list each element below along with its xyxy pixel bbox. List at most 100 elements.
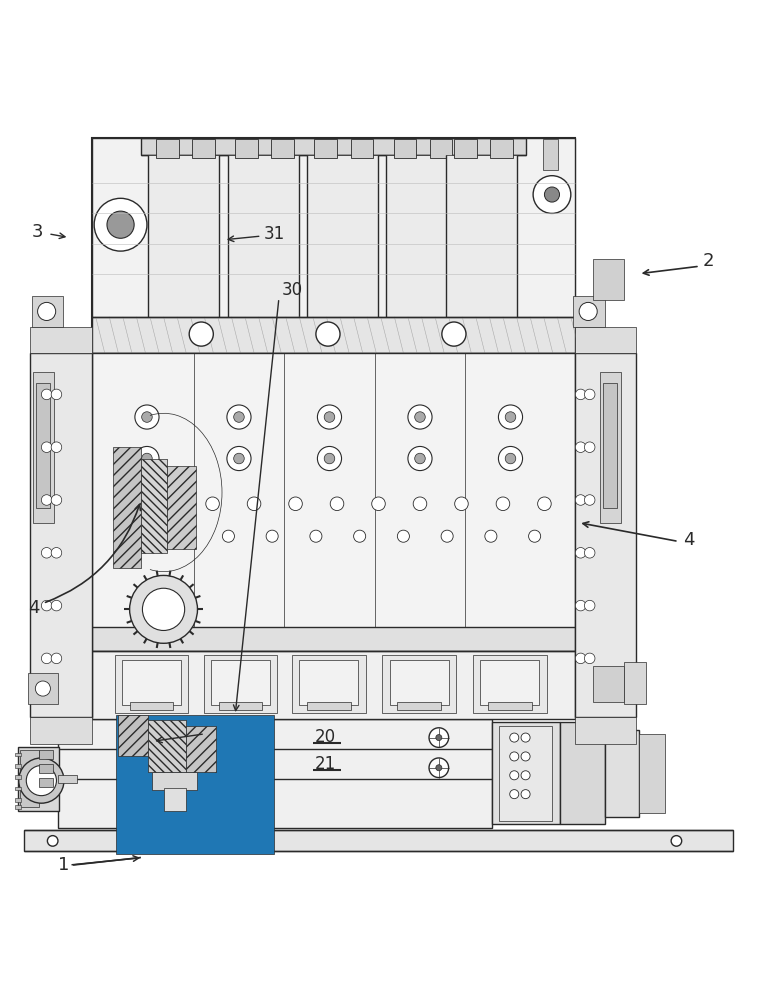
Circle shape xyxy=(484,530,497,542)
Circle shape xyxy=(584,442,595,452)
Circle shape xyxy=(94,198,147,251)
Bar xyxy=(559,722,605,824)
Circle shape xyxy=(48,836,58,846)
Bar xyxy=(152,772,198,790)
Bar xyxy=(481,660,539,705)
Circle shape xyxy=(442,322,466,346)
Circle shape xyxy=(234,453,245,464)
Circle shape xyxy=(166,355,181,370)
Polygon shape xyxy=(167,466,196,549)
Circle shape xyxy=(436,735,442,741)
Circle shape xyxy=(413,497,427,511)
Circle shape xyxy=(385,355,400,370)
Text: 2: 2 xyxy=(702,252,714,270)
Bar xyxy=(575,327,637,353)
Bar xyxy=(30,717,92,744)
Circle shape xyxy=(575,548,586,558)
Circle shape xyxy=(123,497,136,511)
Circle shape xyxy=(310,530,322,542)
Text: 3: 3 xyxy=(32,223,43,241)
Circle shape xyxy=(26,765,57,796)
Circle shape xyxy=(415,412,425,422)
Circle shape xyxy=(671,836,682,846)
Text: 31: 31 xyxy=(263,225,285,243)
Bar xyxy=(122,660,181,705)
Circle shape xyxy=(317,446,341,471)
Circle shape xyxy=(429,728,449,747)
Bar xyxy=(30,353,92,717)
Circle shape xyxy=(51,442,62,452)
Circle shape xyxy=(575,389,586,400)
Bar xyxy=(593,666,624,702)
Bar xyxy=(141,138,525,155)
Bar xyxy=(58,719,491,828)
Circle shape xyxy=(509,771,519,780)
Bar xyxy=(192,139,215,158)
Circle shape xyxy=(107,211,134,238)
Circle shape xyxy=(234,412,245,422)
Circle shape xyxy=(248,497,261,511)
Bar xyxy=(15,787,21,790)
Text: 30: 30 xyxy=(281,281,302,299)
Bar xyxy=(390,660,449,705)
Circle shape xyxy=(288,497,302,511)
Circle shape xyxy=(330,497,344,511)
Circle shape xyxy=(324,412,335,422)
Circle shape xyxy=(142,412,152,422)
Bar xyxy=(114,655,188,713)
Circle shape xyxy=(135,446,159,471)
Bar xyxy=(33,372,55,523)
Text: 4: 4 xyxy=(684,531,695,549)
Circle shape xyxy=(505,412,516,422)
Text: 1: 1 xyxy=(58,856,69,874)
Circle shape xyxy=(584,600,595,611)
Circle shape xyxy=(498,446,522,471)
Bar xyxy=(148,155,220,317)
Bar xyxy=(394,139,416,158)
Circle shape xyxy=(354,530,366,542)
Circle shape xyxy=(584,548,595,558)
Circle shape xyxy=(129,575,198,643)
Bar xyxy=(314,139,337,158)
Circle shape xyxy=(455,497,469,511)
Circle shape xyxy=(42,653,52,664)
Circle shape xyxy=(428,355,444,370)
Circle shape xyxy=(584,653,595,664)
Circle shape xyxy=(51,548,62,558)
Circle shape xyxy=(227,446,251,471)
Bar xyxy=(307,702,350,710)
Circle shape xyxy=(415,453,425,464)
Polygon shape xyxy=(224,753,247,793)
Polygon shape xyxy=(148,720,186,772)
Bar xyxy=(575,717,637,744)
Circle shape xyxy=(135,530,147,542)
Circle shape xyxy=(436,765,442,771)
Circle shape xyxy=(227,405,251,429)
Circle shape xyxy=(189,322,213,346)
Bar xyxy=(272,139,294,158)
Circle shape xyxy=(38,302,56,320)
Circle shape xyxy=(521,752,530,761)
Circle shape xyxy=(509,733,519,742)
Bar xyxy=(116,715,275,854)
Circle shape xyxy=(42,495,52,505)
Circle shape xyxy=(408,405,432,429)
Circle shape xyxy=(51,653,62,664)
Circle shape xyxy=(316,322,340,346)
Bar xyxy=(291,655,366,713)
Circle shape xyxy=(324,453,335,464)
Bar xyxy=(20,750,39,807)
Bar xyxy=(39,764,53,773)
Circle shape xyxy=(397,530,410,542)
Circle shape xyxy=(579,302,597,320)
Bar xyxy=(382,655,456,713)
Circle shape xyxy=(341,355,356,370)
Circle shape xyxy=(266,530,278,542)
Circle shape xyxy=(122,355,137,370)
Bar xyxy=(92,138,575,719)
Circle shape xyxy=(51,495,62,505)
Circle shape xyxy=(206,497,220,511)
Bar xyxy=(447,155,517,317)
Bar xyxy=(350,139,373,158)
Bar xyxy=(228,155,298,317)
